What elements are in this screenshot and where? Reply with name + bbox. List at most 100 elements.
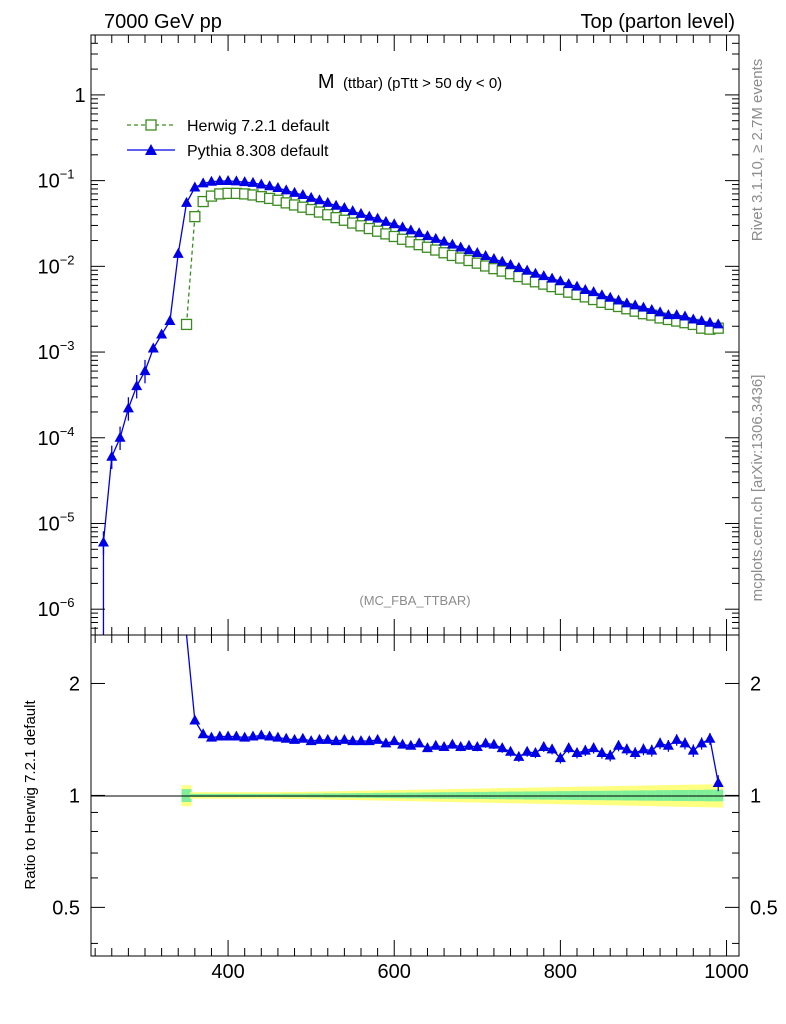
- ratio-point: [205, 731, 217, 742]
- pythia-point: [521, 264, 533, 275]
- ratio-band-inner: [613, 790, 624, 801]
- ratio-point: [480, 737, 492, 748]
- ratio-point: [463, 739, 475, 750]
- ratio-band-inner: [480, 791, 491, 800]
- ratio-band-inner: [580, 790, 591, 801]
- ratio-point: [696, 737, 708, 748]
- ratio-band-inner: [289, 793, 300, 798]
- pythia-point: [480, 250, 492, 261]
- main-ytick-label: 10−1: [37, 167, 74, 193]
- ratio-band-inner: [339, 793, 350, 798]
- ratio-point: [189, 714, 201, 725]
- ratio-point: [546, 743, 558, 754]
- pythia-point: [430, 232, 442, 243]
- ratio-series-line: [185, 634, 719, 784]
- ratio-point: [322, 733, 334, 744]
- pythia-point: [338, 201, 350, 212]
- ratio-point: [405, 739, 417, 750]
- ratio-point: [230, 730, 242, 741]
- ratio-band-inner: [372, 792, 383, 799]
- ratio-band-inner: [605, 790, 616, 801]
- ratio-point: [529, 747, 541, 758]
- ratio-point: [347, 735, 359, 746]
- ratio-ylabel: Ratio to Herwig 7.2.1 default: [22, 700, 39, 890]
- ratio-point: [272, 731, 284, 742]
- ratio-point: [496, 742, 508, 753]
- pythia-point: [646, 303, 658, 314]
- ratio-point: [239, 731, 251, 742]
- ratio-xtick-label: 1000: [704, 961, 749, 983]
- pythia-point: [397, 221, 409, 232]
- ratio-band-inner: [364, 793, 375, 798]
- ratio-band-inner: [223, 793, 234, 798]
- legend-herwig-label: Herwig 7.2.1 default: [187, 118, 330, 135]
- pythia-point: [571, 280, 583, 291]
- ratio-point: [513, 750, 525, 761]
- ratio-point: [613, 739, 625, 750]
- pythia-point: [106, 450, 118, 461]
- pythia-point: [405, 224, 417, 235]
- ratio-band-inner: [281, 793, 292, 798]
- main-ytick-label: 10−5: [37, 509, 74, 535]
- pythia-point: [372, 212, 384, 223]
- ratio-point: [505, 745, 517, 756]
- ratio-point: [646, 744, 658, 755]
- ratio-point: [338, 733, 350, 744]
- ratio-band-inner: [439, 792, 450, 799]
- pythia-point: [671, 309, 683, 320]
- ratio-band-inner: [405, 792, 416, 799]
- ratio-band-inner: [264, 793, 275, 798]
- ratio-band-inner: [331, 793, 342, 798]
- pythia-series-line: [102, 180, 719, 543]
- pythia-point: [264, 180, 276, 191]
- ratio-band-inner: [447, 792, 458, 799]
- ratio-band-inner: [555, 791, 566, 800]
- pythia-point: [421, 230, 433, 241]
- ratio-band-inner: [239, 793, 250, 798]
- pythia-point: [712, 318, 724, 329]
- ratio-point: [280, 732, 292, 743]
- pythia-point: [604, 291, 616, 302]
- ratio-point: [255, 729, 267, 740]
- ratio-point: [662, 739, 674, 750]
- pythia-point: [554, 275, 566, 286]
- main-ytick-label: 10−6: [37, 595, 74, 621]
- ratio-xtick-label: 600: [378, 961, 411, 983]
- ratio-point: [297, 732, 309, 743]
- pythia-point: [172, 247, 184, 258]
- mcplots-label: mcplots.cern.ch [arXiv:1306.3436]: [749, 375, 766, 602]
- watermark: (MC_FBA_TTBAR): [359, 593, 470, 608]
- ratio-band-inner: [214, 793, 225, 798]
- pythia-point: [347, 205, 359, 216]
- pythia-point: [438, 235, 450, 246]
- ratio-point: [637, 743, 649, 754]
- ratio-point: [471, 740, 483, 751]
- pythia-point: [322, 196, 334, 207]
- chart-title-main: M: [318, 71, 335, 93]
- ratio-band-inner: [596, 790, 607, 801]
- pythia-point: [97, 536, 109, 547]
- ratio-band-inner: [206, 793, 217, 798]
- ratio-ytick-label-left: 1: [69, 785, 80, 807]
- pythia-point: [355, 207, 367, 218]
- pythia-point: [563, 278, 575, 289]
- ratio-band-inner: [189, 793, 200, 798]
- pythia-point: [538, 270, 550, 281]
- ratio-band-inner: [455, 792, 466, 799]
- ratio-band-inner: [422, 792, 433, 799]
- legend-item-herwig: Herwig 7.2.1 default: [127, 118, 330, 135]
- ratio-ytick-label-left: 2: [69, 673, 80, 695]
- ratio-band-inner: [513, 791, 524, 800]
- ratio-point: [313, 733, 325, 744]
- chart-title: M (ttbar) (pTtt > 50 dy < 0): [318, 71, 502, 93]
- pythia-point: [687, 313, 699, 324]
- pythia-point: [546, 272, 558, 283]
- pythia-point: [704, 316, 716, 327]
- herwig-point: [189, 210, 201, 223]
- pythia-point: [214, 175, 226, 186]
- ratio-frame: [90, 634, 740, 957]
- ratio-point: [596, 747, 608, 758]
- pythia-point: [131, 380, 143, 391]
- header-left: 7000 GeV pp: [104, 11, 222, 33]
